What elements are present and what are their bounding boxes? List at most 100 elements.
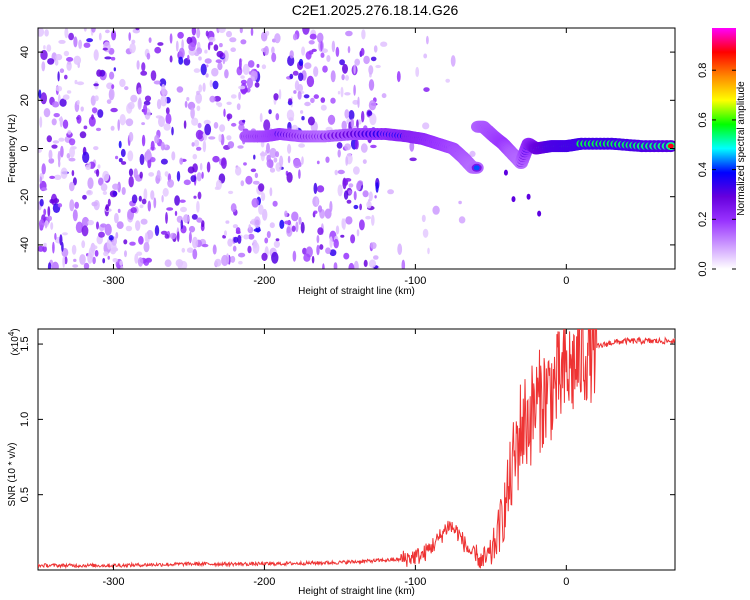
noise-speckle (38, 28, 45, 37)
noise-speckle (421, 214, 426, 223)
noise-speckle (217, 62, 223, 71)
noise-speckle (205, 30, 209, 37)
noise-speckle (194, 139, 200, 147)
noise-speckle (350, 118, 354, 129)
noise-speckle (174, 195, 181, 206)
noise-speckle (160, 141, 165, 151)
noise-speckle (139, 153, 145, 166)
noise-speckle (66, 61, 72, 71)
noise-speckle (320, 97, 326, 103)
noise-speckle (193, 195, 197, 199)
noise-speckle (188, 231, 192, 244)
noise-speckle (343, 252, 350, 260)
noise-speckle (130, 94, 138, 103)
noise-speckle (271, 251, 279, 264)
noise-speckle (261, 192, 266, 202)
noise-speckle (92, 256, 96, 265)
noise-speckle (66, 153, 71, 159)
noise-speckle (264, 45, 269, 56)
noise-speckle (361, 29, 366, 40)
noise-speckle (300, 221, 305, 234)
noise-speckle (275, 151, 280, 158)
noise-speckle (140, 70, 148, 76)
noise-speckle (316, 160, 320, 165)
noise-speckle (64, 28, 69, 39)
noise-speckle (191, 117, 199, 126)
noise-speckle (64, 256, 68, 265)
noise-speckle (220, 133, 225, 146)
noise-speckle (40, 92, 47, 105)
noise-speckle (68, 157, 76, 162)
noise-speckle (41, 187, 48, 191)
noise-speckle (161, 195, 164, 203)
noise-speckle (325, 247, 331, 254)
noise-speckle (238, 252, 246, 258)
noise-speckle (110, 56, 116, 61)
noise-speckle (365, 215, 371, 220)
noise-speckle (187, 166, 195, 174)
noise-speckle (118, 158, 123, 163)
noise-speckle (105, 29, 110, 34)
noise-speckle (115, 232, 119, 239)
noise-speckle (164, 171, 169, 177)
noise-speckle (321, 48, 328, 53)
noise-speckle (88, 116, 96, 127)
noise-speckle (69, 146, 75, 158)
noise-speckle (360, 47, 365, 56)
noise-speckle (274, 33, 281, 44)
noise-speckle (98, 231, 105, 238)
noise-speckle (71, 170, 75, 177)
noise-speckle (289, 73, 294, 79)
noise-speckle (79, 254, 86, 265)
noise-speckle (107, 198, 111, 207)
noise-speckle (162, 187, 169, 197)
noise-speckle (186, 36, 193, 45)
noise-speckle (248, 233, 255, 240)
noise-speckle (264, 237, 269, 244)
noise-speckle (55, 85, 63, 92)
noise-speckle (275, 238, 280, 242)
noise-speckle (427, 247, 430, 255)
noise-speckle (217, 102, 223, 108)
noise-speckle (227, 238, 233, 247)
noise-speckle (196, 172, 202, 182)
noise-speckle (301, 46, 306, 56)
noise-speckle (368, 100, 377, 111)
noise-speckle (325, 156, 330, 163)
noise-speckle (339, 59, 345, 66)
noise-speckle (160, 230, 168, 235)
noise-speckle (72, 264, 79, 268)
noise-speckle (197, 191, 202, 200)
noise-speckle (218, 134, 222, 142)
noise-speckle (322, 65, 328, 73)
snr-series-line (38, 329, 675, 570)
noise-speckle (291, 211, 299, 222)
noise-speckle (87, 177, 94, 189)
snr-marks (38, 329, 675, 570)
noise-speckle (171, 126, 174, 136)
noise-speckle (337, 90, 341, 95)
noise-speckle (228, 190, 234, 195)
noise-speckle (396, 71, 401, 83)
noise-speckle (191, 28, 197, 36)
noise-speckle (81, 240, 86, 249)
noise-speckle (137, 98, 142, 110)
noise-speckle (52, 241, 55, 254)
noise-speckle (329, 236, 333, 249)
noise-speckle (136, 60, 140, 70)
noise-speckle (51, 101, 60, 108)
noise-speckle (450, 55, 456, 67)
noise-speckle (226, 30, 232, 38)
noise-speckle (310, 97, 315, 104)
noise-speckle (71, 244, 77, 255)
noise-speckle (195, 92, 203, 104)
noise-speckle (212, 244, 217, 255)
noise-speckle (83, 28, 87, 32)
noise-speckle (39, 198, 44, 207)
noise-speckle (113, 67, 117, 72)
trace-core (667, 143, 674, 149)
noise-speckle (58, 137, 65, 142)
noise-speckle (301, 156, 304, 165)
noise-speckle (288, 98, 292, 103)
noise-speckle (303, 253, 311, 262)
